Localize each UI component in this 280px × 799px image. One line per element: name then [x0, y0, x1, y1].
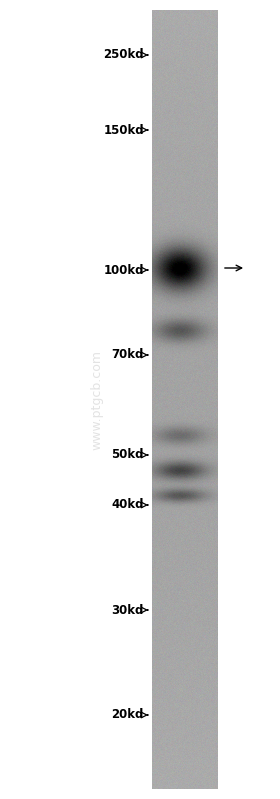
Text: www.ptgcb.com: www.ptgcb.com — [90, 349, 104, 450]
Text: 100kd: 100kd — [104, 264, 144, 276]
Text: 150kd: 150kd — [103, 124, 144, 137]
Text: 20kd: 20kd — [112, 709, 144, 721]
Text: 250kd: 250kd — [103, 49, 144, 62]
Text: 50kd: 50kd — [111, 448, 144, 462]
Text: 30kd: 30kd — [112, 603, 144, 617]
Text: 70kd: 70kd — [112, 348, 144, 361]
Text: 40kd: 40kd — [111, 499, 144, 511]
